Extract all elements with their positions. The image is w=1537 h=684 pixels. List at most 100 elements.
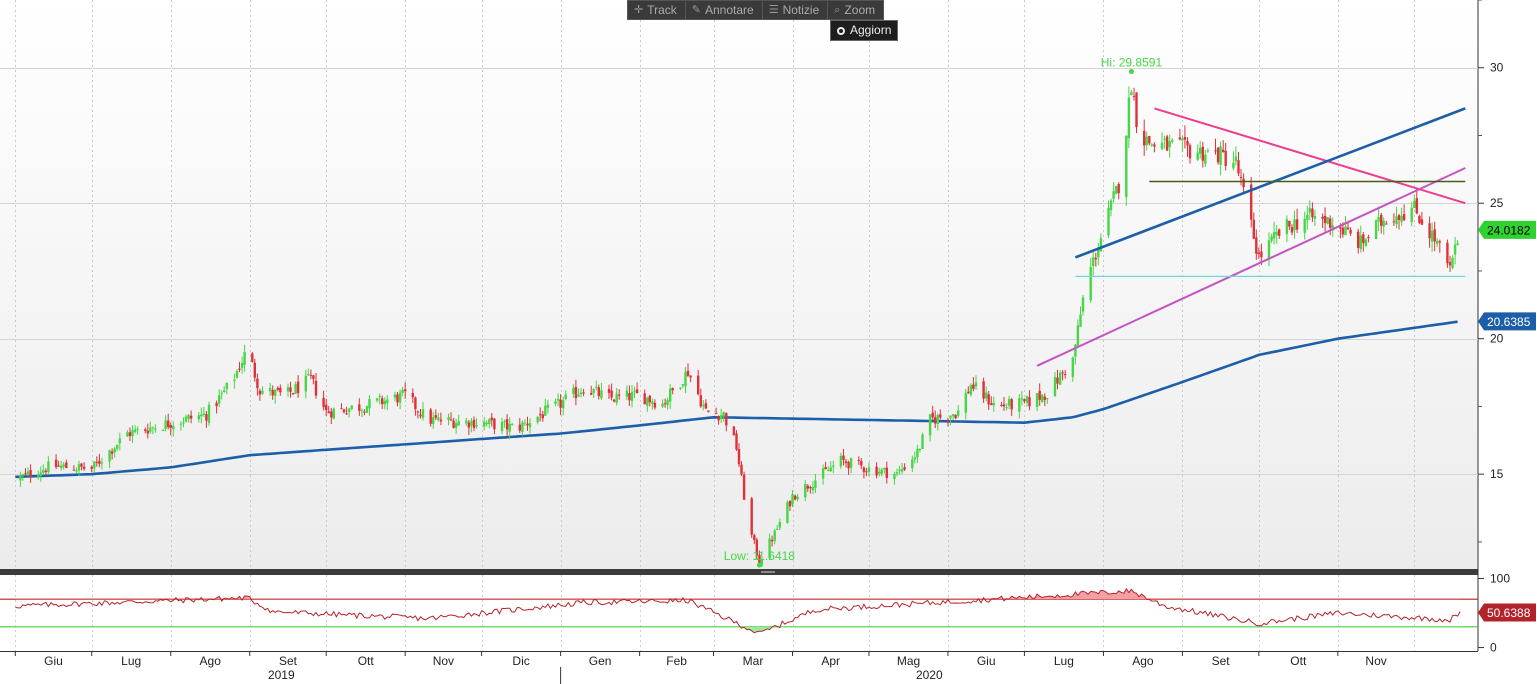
- candle: [635, 382, 639, 394]
- candle: [755, 537, 758, 559]
- candle-body: [1237, 160, 1240, 174]
- candle-body: [564, 394, 567, 399]
- candle: [824, 461, 827, 470]
- candle: [1456, 239, 1459, 246]
- candle: [957, 405, 960, 418]
- annotate-label: Annotare: [705, 3, 754, 17]
- candle: [1448, 255, 1452, 272]
- refresh-button[interactable]: Aggiorn: [830, 20, 899, 41]
- candle: [432, 411, 435, 429]
- candle-body: [179, 423, 183, 425]
- candle: [1168, 134, 1171, 158]
- candle: [773, 529, 776, 545]
- candle: [1109, 198, 1113, 217]
- candle: [1186, 137, 1189, 157]
- candle-body: [523, 422, 527, 424]
- candle: [788, 500, 792, 511]
- candle: [485, 420, 488, 427]
- candle: [1288, 220, 1291, 230]
- candle: [437, 412, 440, 422]
- candle-body: [755, 539, 758, 556]
- candle: [921, 432, 924, 449]
- candle-body: [1092, 257, 1095, 266]
- candle-body: [169, 425, 172, 428]
- candle: [350, 405, 353, 411]
- candle: [625, 385, 629, 401]
- track-button[interactable]: ✛ Track: [628, 1, 686, 19]
- candle-body: [483, 421, 486, 427]
- candle-body: [381, 398, 384, 405]
- last-price-badge-box: [1478, 220, 1536, 239]
- candle-body: [1188, 145, 1192, 159]
- candle: [401, 386, 404, 397]
- candle: [1041, 394, 1044, 403]
- candle: [200, 407, 203, 424]
- candle: [393, 391, 397, 402]
- candle: [865, 467, 868, 477]
- candle: [633, 386, 636, 398]
- candle-body: [697, 375, 700, 395]
- candle: [990, 396, 993, 406]
- zoom-button[interactable]: ⌕ Zoom: [828, 1, 883, 19]
- rsi-tick-label: 0: [1490, 641, 1497, 655]
- candle-body: [276, 388, 279, 390]
- candle: [1232, 151, 1235, 171]
- candle-body: [1382, 220, 1385, 227]
- candle: [1148, 135, 1151, 146]
- candle: [77, 460, 81, 476]
- candle-body: [294, 384, 297, 394]
- candle: [1293, 210, 1296, 239]
- candle-body: [1456, 243, 1459, 246]
- candle-body: [1038, 390, 1041, 400]
- candle-body: [1306, 214, 1309, 220]
- candle: [279, 384, 282, 396]
- candle: [1079, 306, 1082, 327]
- candle-body: [699, 395, 702, 407]
- candle-body: [849, 458, 853, 468]
- candle-body: [1250, 184, 1253, 220]
- news-button[interactable]: ☰ Notizie: [763, 1, 829, 19]
- candle: [982, 377, 985, 403]
- moving-average-line: [15, 320, 1458, 479]
- candle-body: [508, 423, 511, 432]
- candle-body: [1107, 207, 1110, 236]
- month-label: Nov: [433, 654, 454, 668]
- candle-body: [93, 461, 96, 469]
- candle: [503, 419, 506, 428]
- candle: [1183, 125, 1187, 149]
- candle-body: [633, 390, 636, 392]
- candle: [1125, 135, 1128, 206]
- candle-body: [921, 434, 924, 449]
- candle: [686, 363, 690, 377]
- candle-body: [133, 429, 137, 432]
- candle: [893, 471, 896, 485]
- candle-body: [776, 528, 779, 530]
- candle: [21, 473, 25, 481]
- candle: [954, 414, 957, 420]
- candle: [1239, 169, 1243, 186]
- candle: [704, 399, 708, 409]
- rsi-value-badge-box: [1478, 603, 1536, 622]
- candle: [205, 411, 208, 428]
- candle-body: [862, 467, 866, 472]
- pane-divider-grip[interactable]: [761, 571, 775, 573]
- candle-body: [577, 394, 580, 397]
- annotate-button[interactable]: ✎ Annotare: [686, 1, 763, 19]
- candle-body: [934, 417, 937, 424]
- candle: [398, 389, 402, 409]
- candle-body: [1293, 219, 1296, 231]
- candle: [220, 390, 223, 400]
- candle-body: [704, 403, 708, 409]
- candle: [849, 457, 853, 474]
- candle-body: [1183, 137, 1187, 140]
- candle: [916, 444, 919, 463]
- price-tick-label: 20: [1490, 332, 1504, 346]
- candle: [202, 406, 206, 417]
- candle: [592, 388, 595, 398]
- candle-body: [1094, 257, 1097, 260]
- pane-divider[interactable]: [0, 569, 1478, 575]
- candle: [760, 557, 764, 567]
- candle-body: [1222, 149, 1225, 152]
- candle-body: [536, 416, 539, 423]
